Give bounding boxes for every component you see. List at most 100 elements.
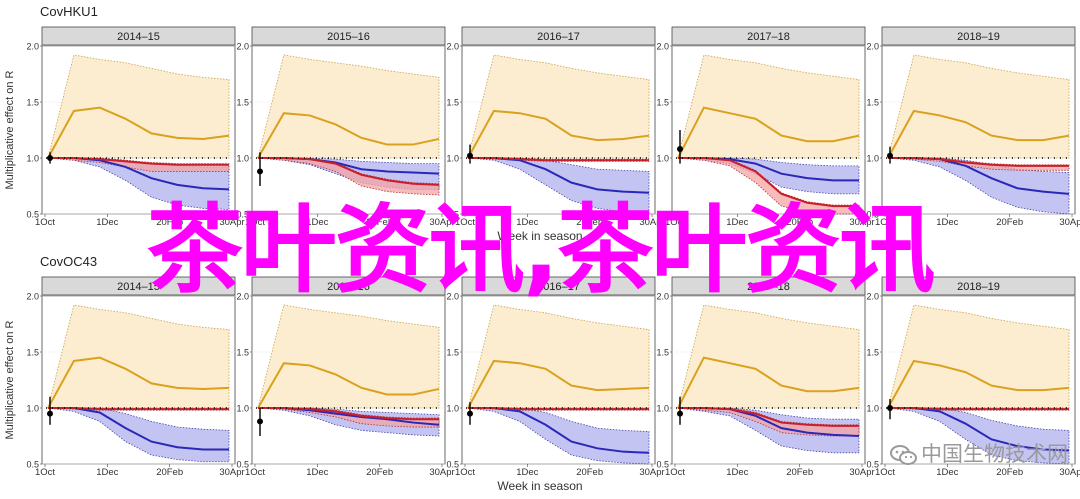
x-tick-label: 20Feb	[366, 467, 393, 478]
chart-1: CovHKU1 Multiplicative effect on R Week in…	[4, 4, 1080, 243]
marker-point	[257, 418, 263, 425]
x-tick-label: 1Dec	[306, 217, 328, 228]
y-tick-label: 0.5	[866, 210, 879, 220]
y-tick-label: 1.5	[236, 348, 249, 358]
facet-label: 2016–17	[537, 31, 580, 43]
x-tick-label: 1Oct	[35, 217, 55, 228]
x-tick-label: 30Apr	[849, 467, 874, 478]
y-tick-label: 1.5	[26, 98, 39, 108]
red-series-line	[888, 407, 1069, 411]
y-tick-label: 0.5	[446, 460, 459, 470]
chart-title: CovHKU1	[40, 4, 98, 19]
red-series-line	[258, 157, 440, 186]
x-tick-label: 1Oct	[665, 217, 685, 228]
x-tick-label: 1Dec	[306, 467, 328, 478]
orange-band	[257, 54, 440, 159]
y-tick-label: 1.0	[656, 404, 669, 414]
chart-title: CovOC43	[40, 254, 97, 269]
orange-series-line	[677, 106, 860, 159]
y-tick-label: 2.0	[26, 42, 39, 52]
x-tick-label: 20Feb	[576, 467, 603, 478]
red-series-line	[468, 157, 649, 162]
orange-series-line	[47, 106, 230, 159]
x-tick-label: 1Dec	[96, 217, 118, 228]
x-tick-label: 1Dec	[936, 467, 958, 478]
x-tick-label: 20Feb	[576, 217, 603, 228]
y-tick-label: 0.5	[866, 460, 879, 470]
y-tick-label: 0.5	[26, 460, 39, 470]
wechat-icon	[890, 445, 917, 465]
x-tick-label: 20Feb	[156, 467, 183, 478]
orange-series-line	[677, 356, 860, 409]
y-tick-label: 1.5	[656, 98, 669, 108]
y-tick-label: 0.5	[236, 210, 249, 220]
y-tick-label: 2.0	[866, 42, 879, 52]
y-axis-label: Multiplicative effect on R	[4, 70, 16, 189]
panel-2015–16: 2015–16 0.5 1.0 1.5 2.0 1Oct 1Dec 20Feb 30Apr	[236, 26, 455, 228]
x-tick-label: 1Dec	[516, 467, 538, 478]
marker-point	[47, 155, 53, 161]
red-series-line	[258, 407, 439, 421]
x-tick-label: 30Apr	[639, 217, 664, 228]
facet-strip	[671, 276, 866, 296]
facet-label: 2015–16	[327, 281, 370, 293]
y-tick-label: 2.0	[656, 42, 669, 52]
facet-label: 2014–15	[117, 281, 160, 293]
chart-2: CovOC43 Multiplicative effect on R Week in…	[4, 254, 1080, 493]
red-series-line	[48, 157, 229, 166]
panel-2016–17: 2016–17 0.5 1.0 1.5 2.0 1Oct 1Dec 20Feb 30Apr	[446, 276, 665, 478]
panel-2015–16: 2015–16 0.5 1.0 1.5 2.0 1Oct 1Dec 20Feb 30Apr	[236, 276, 455, 478]
y-tick-label: 1.5	[446, 348, 459, 358]
orange-series-line	[467, 359, 650, 409]
x-tick-label: 1Dec	[936, 217, 958, 228]
marker-point	[887, 152, 893, 159]
y-tick-label: 0.5	[446, 210, 459, 220]
red-series-line	[48, 407, 229, 411]
y-tick-label: 0.5	[26, 210, 39, 220]
orange-band	[47, 54, 230, 159]
x-tick-label: 1Oct	[455, 217, 475, 228]
y-tick-label: 1.0	[236, 404, 249, 414]
x-tick-label: 20Feb	[786, 217, 813, 228]
marker-point	[887, 405, 893, 411]
y-tick-label: 1.0	[446, 404, 459, 414]
marker-point	[677, 410, 683, 417]
x-tick-label: 20Feb	[156, 217, 183, 228]
y-tick-label: 2.0	[26, 292, 39, 302]
y-tick-label: 1.0	[26, 404, 39, 414]
y-tick-label: 0.5	[236, 460, 249, 470]
x-tick-label: 1Oct	[35, 467, 55, 478]
orange-series-line	[467, 109, 650, 159]
red-series-line	[678, 407, 859, 427]
x-tick-label: 20Feb	[996, 217, 1023, 228]
panel-2014–15: 2014–15 0.5 1.0 1.5 2.0 1Oct 1Dec 20Feb 30Apr	[26, 276, 245, 478]
panel-2018–19: 2018–19 0.5 1.0 1.5 2.0 1Oct 1Dec 20Feb 30Apr	[866, 26, 1080, 228]
y-tick-label: 2.0	[446, 42, 459, 52]
blue-band	[677, 157, 860, 195]
panel-2017–18: 2017–18 0.5 1.0 1.5 2.0 1Oct 1Dec 20Feb 30Apr	[656, 26, 875, 228]
y-tick-label: 2.0	[656, 292, 669, 302]
y-tick-label: 1.0	[866, 154, 879, 164]
x-tick-label: 1Oct	[245, 467, 265, 478]
panel-2016–17: 2016–17 0.5 1.0 1.5 2.0 1Oct 1Dec 20Feb 30Apr	[446, 26, 665, 228]
orange-series-line	[257, 362, 440, 409]
orange-band	[887, 54, 1070, 159]
facet-label: 2018–19	[957, 31, 1000, 43]
y-tick-label: 0.5	[656, 210, 669, 220]
red-series-line	[678, 157, 859, 208]
y-tick-label: 1.5	[26, 348, 39, 358]
panel-2018–19: 2018–19 0.5 1.0 1.5 2.0 1Oct 1Dec 20Feb 30Apr	[866, 276, 1080, 478]
x-tick-label: 30Apr	[639, 467, 664, 478]
x-tick-label: 1Dec	[516, 217, 538, 228]
marker-point	[467, 410, 473, 417]
facet-label: 2015–16	[327, 31, 370, 43]
orange-band	[47, 304, 230, 409]
y-tick-label: 2.0	[236, 42, 249, 52]
y-tick-label: 0.5	[656, 460, 669, 470]
x-tick-label: 30Apr	[429, 217, 454, 228]
marker-point	[257, 168, 263, 175]
x-tick-label: 1Oct	[455, 467, 475, 478]
panel-2017–18: 2017–18 0.5 1.0 1.5 2.0 1Oct 1Dec 20Feb 30Apr	[656, 276, 875, 478]
x-axis-label: Week in season	[497, 229, 582, 243]
